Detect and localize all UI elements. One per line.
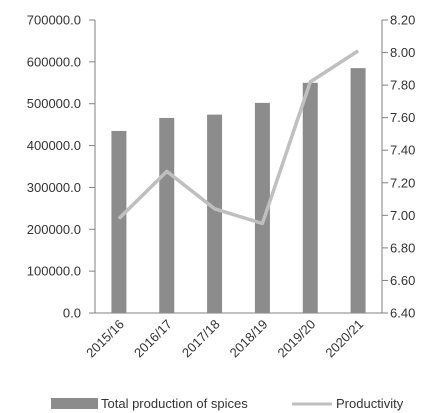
left-axis: 0.0 100000.0 200000.0 300000.0 400000.0 50000… [27, 13, 382, 321]
right-axis-tick-label: 6.60 [390, 273, 415, 288]
left-axis-tick-label: 700000.0 [27, 13, 81, 28]
bar-2016/17 [159, 117, 175, 314]
x-axis-labels: 2015/16 2016/17 2017/18 2018/19 2019/20 2020/… [83, 317, 366, 361]
right-axis-tick-label: 7.80 [390, 78, 415, 93]
legend-swatch-bar [51, 398, 98, 409]
right-axis-tick-label: 7.00 [390, 208, 415, 223]
legend: Total production of spices Productivity [51, 396, 404, 411]
x-axis-tick-label: 2017/18 [179, 317, 223, 361]
left-axis-tick-label: 200000.0 [27, 222, 81, 237]
left-axis-tick-label: 600000.0 [27, 54, 81, 69]
x-axis-tick-label: 2016/17 [131, 317, 175, 361]
left-axis-tick-label: 100000.0 [27, 264, 81, 279]
left-axis-tick-label: 0.0 [63, 306, 81, 321]
legend-label-line: Productivity [336, 396, 404, 411]
legend-label-bar: Total production of spices [101, 396, 248, 411]
right-axis: 6.40 6.60 6.80 7.00 7.20 7.40 7.60 7.80 8.00 8.20 [381, 13, 415, 321]
right-axis-tick-label: 6.80 [390, 240, 415, 255]
right-axis-tick-label: 7.60 [390, 110, 415, 125]
left-axis-tick-label: 300000.0 [27, 180, 81, 195]
right-axis-tick-label: 8.00 [390, 45, 415, 60]
right-axis-tick-label: 7.40 [390, 143, 415, 158]
x-axis-tick-label: 2018/19 [227, 317, 271, 361]
productivity-line [117, 49, 360, 226]
bar-2015/16 [111, 130, 127, 313]
right-axis-tick-label: 6.40 [390, 306, 415, 321]
left-axis-tick-label: 400000.0 [27, 138, 81, 153]
bar-2018/19 [254, 102, 270, 314]
line-series [117, 49, 360, 226]
bar-2019/20 [302, 82, 318, 314]
x-axis-tick-label: 2020/21 [322, 317, 366, 361]
left-axis-tick-label: 500000.0 [27, 96, 81, 111]
x-axis-tick-label: 2019/20 [275, 317, 319, 361]
right-axis-tick-label: 7.20 [390, 175, 415, 190]
bar-series [111, 68, 366, 314]
bar-2017/18 [207, 114, 223, 314]
x-axis-tick-label: 2015/16 [83, 317, 127, 361]
right-axis-tick-label: 8.20 [390, 13, 415, 28]
bar-2020/21 [350, 68, 366, 313]
